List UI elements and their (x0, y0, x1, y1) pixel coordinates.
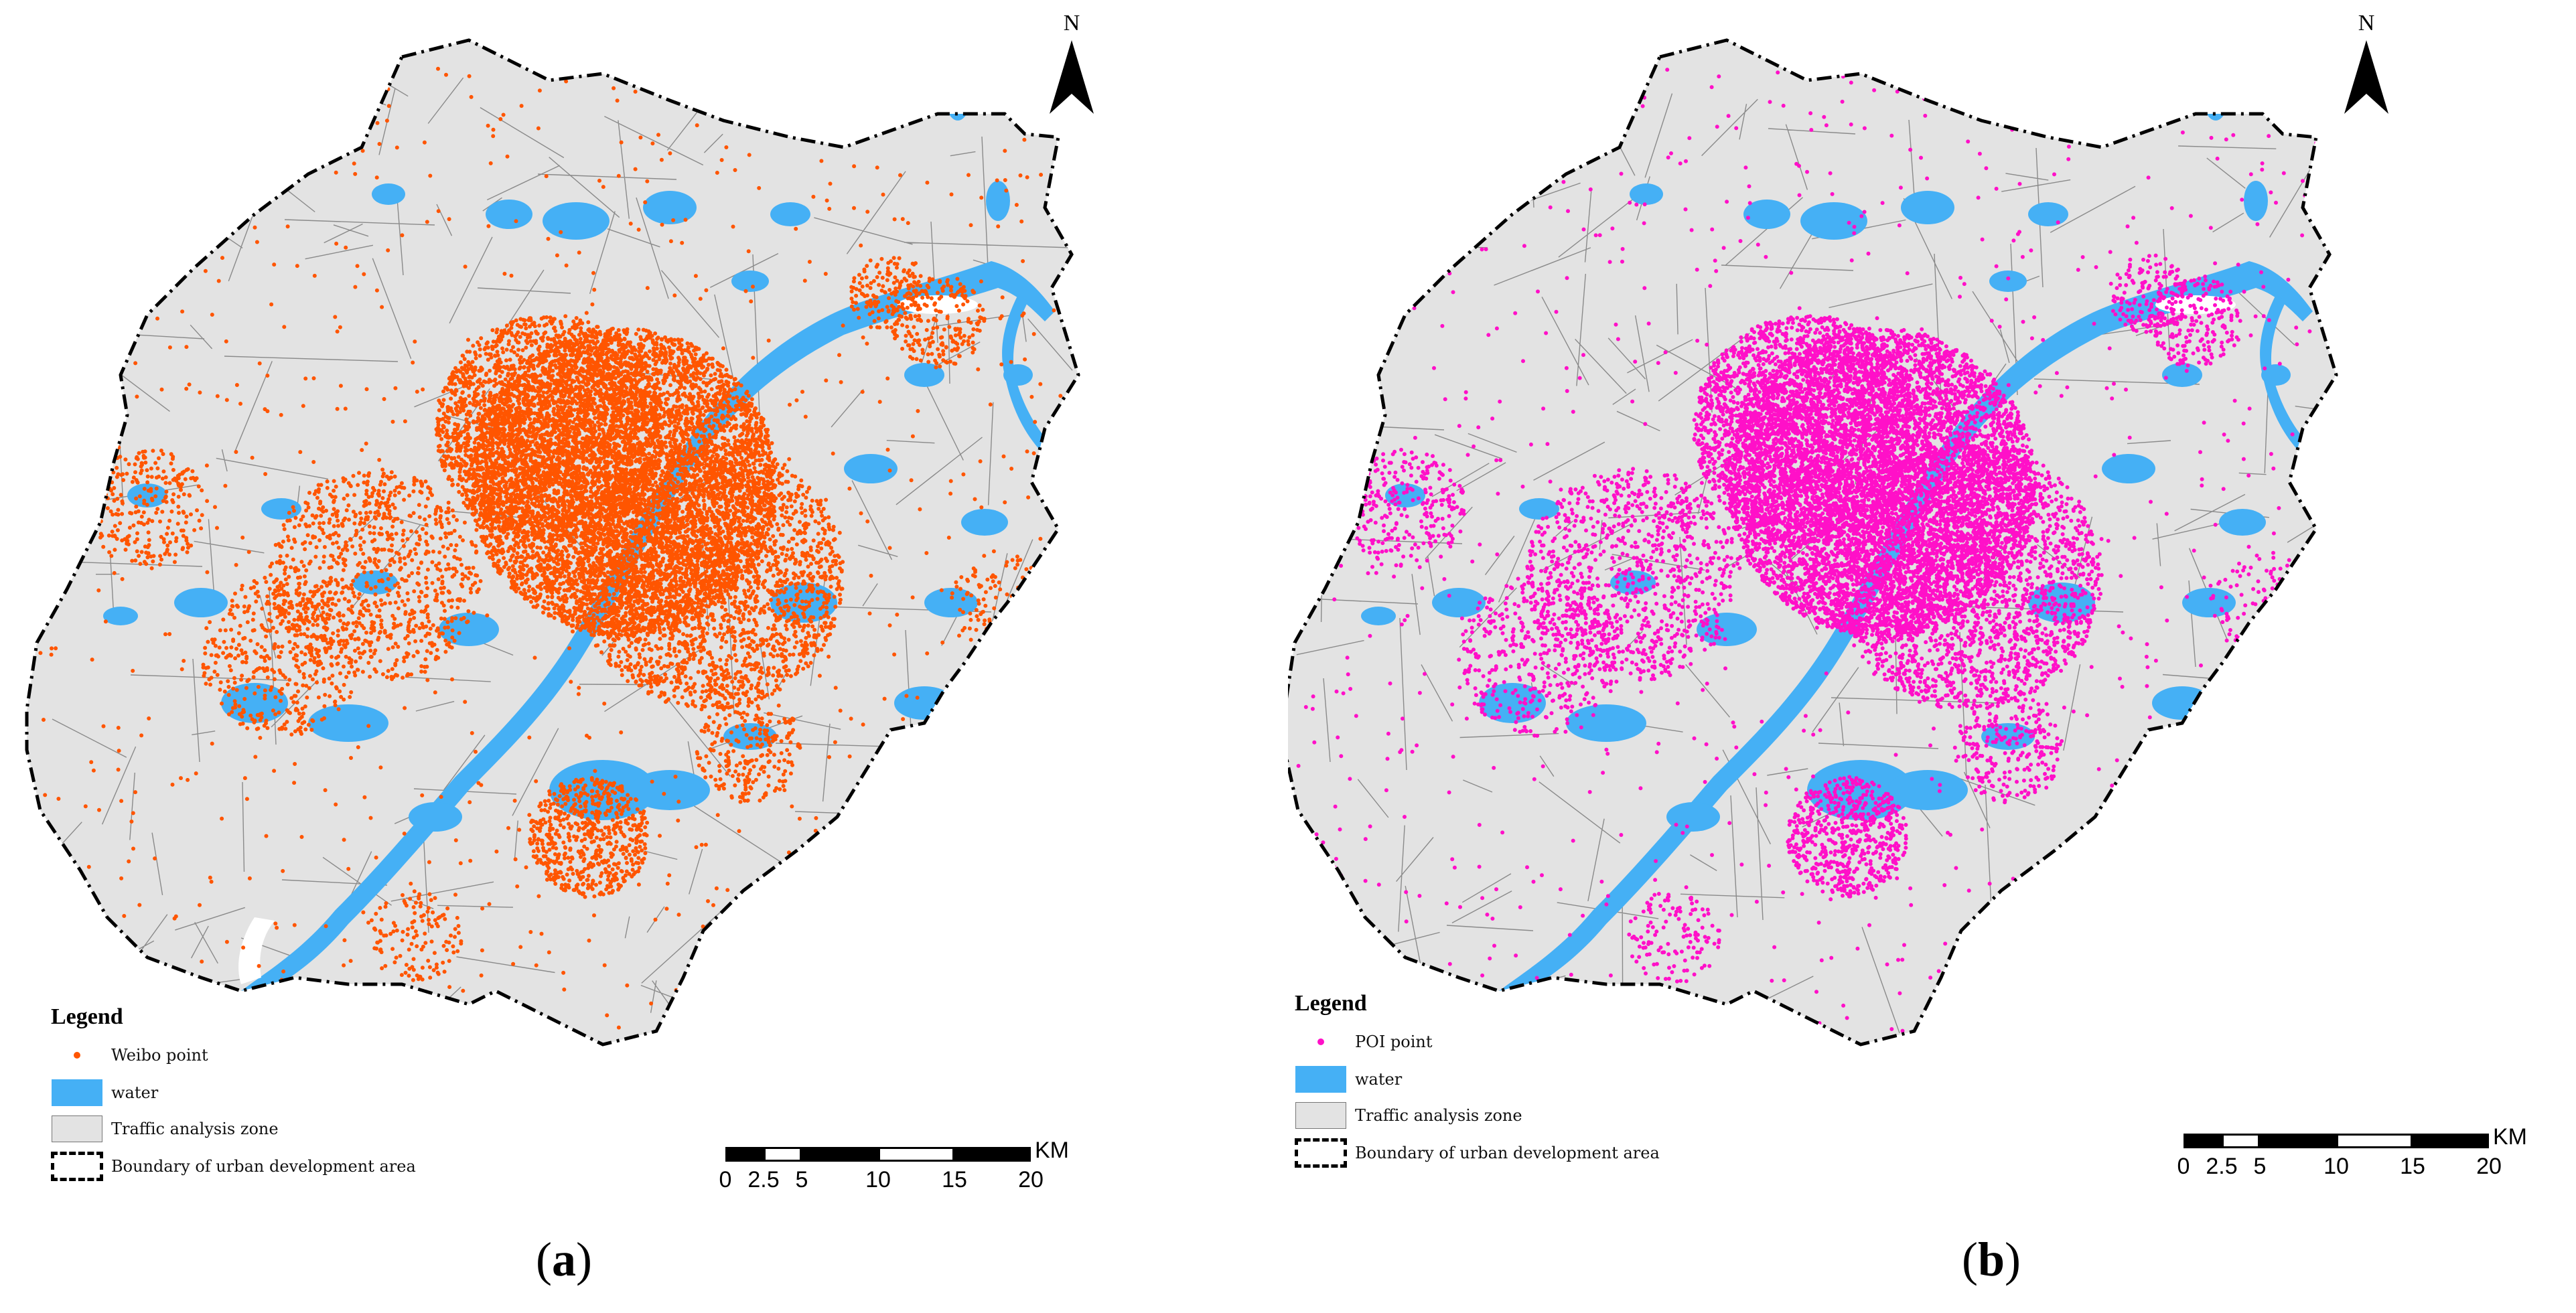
caption-letter: a (551, 1233, 576, 1286)
north-label: N (1063, 11, 1080, 35)
legend-item-boundary: Boundary of urban development area (51, 1152, 416, 1181)
point-marks (38, 66, 1074, 1040)
poi-points (1296, 65, 2332, 1040)
scale-tick: 0 (2177, 1154, 2190, 1179)
scale-tick: 20 (1018, 1167, 1044, 1192)
caption-paren-close: ) (575, 1233, 592, 1286)
legend-b: Legend POI point water Traffic analysis … (1295, 991, 1764, 1178)
legend-label: POI point (1355, 1032, 1433, 1051)
legend-label: water (111, 1083, 159, 1102)
scale-tick: 15 (2400, 1154, 2425, 1179)
point-marks (1296, 65, 2332, 1040)
map-a (0, 0, 1288, 1138)
caption-a: (a) (536, 1232, 592, 1288)
water-b (1361, 67, 2313, 1003)
scale-tick: 10 (865, 1167, 891, 1192)
north-label: N (2358, 11, 2375, 35)
caption-b: (b) (1962, 1232, 2021, 1288)
north-arrow-a: N (1042, 11, 1102, 134)
legend-a: Legend Weibo point water Traffic analysi… (51, 1004, 520, 1192)
legend-item-poi-point: POI point (1295, 1028, 1433, 1055)
north-arrow-icon (2344, 40, 2388, 114)
scale-tick: 2.5 (2206, 1154, 2238, 1179)
caption-paren-open: ( (1962, 1233, 1978, 1286)
caption-letter: b (1977, 1233, 2005, 1286)
caption-paren-open: ( (536, 1233, 552, 1286)
scale-tick: 5 (2253, 1154, 2267, 1179)
legend-label: Traffic analysis zone (111, 1119, 279, 1138)
weibo-points (38, 66, 1074, 1040)
legend-label: Weibo point (111, 1046, 208, 1065)
panel-b: N Legend POI point water Traffic analysi… (1288, 0, 2576, 1313)
legend-label: Traffic analysis zone (1355, 1106, 1522, 1125)
legend-label: water (1355, 1070, 1403, 1089)
legend-item-traffic-zone: Traffic analysis zone (51, 1115, 279, 1142)
scale-tick: 0 (719, 1167, 732, 1192)
scale-tick: 15 (942, 1167, 967, 1192)
scale-tick: 2.5 (747, 1167, 780, 1192)
legend-item-water: water (51, 1079, 158, 1106)
legend-title: Legend (1295, 991, 1367, 1016)
scale-unit: KM (1035, 1138, 1069, 1163)
legend-item-weibo-point: Weibo point (51, 1042, 208, 1069)
scale-tick: 10 (2323, 1154, 2349, 1179)
legend-item-water: water (1295, 1066, 1402, 1093)
scale-bar-b: 0 2.5 5 10 15 20 KM (2177, 1124, 2532, 1187)
legend-label: Boundary of urban development area (1355, 1144, 1660, 1162)
legend-label: Boundary of urban development area (111, 1157, 416, 1176)
legend-title: Legend (51, 1004, 123, 1029)
scale-tick: 5 (795, 1167, 808, 1192)
legend-item-traffic-zone: Traffic analysis zone (1295, 1102, 1522, 1129)
legend-item-boundary: Boundary of urban development area (1295, 1138, 1660, 1168)
scale-unit: KM (2493, 1124, 2527, 1150)
map-b (1288, 0, 2576, 1138)
north-arrow-b: N (2336, 11, 2396, 134)
scale-tick: 20 (2476, 1154, 2502, 1179)
panel-a: N Legend Weibo point water Traffic analy… (0, 0, 1288, 1288)
caption-paren-close: ) (2005, 1233, 2021, 1286)
scale-bar-a: 0 2.5 5 10 15 20 KM (719, 1138, 1074, 1201)
north-arrow-icon (1050, 40, 1094, 114)
